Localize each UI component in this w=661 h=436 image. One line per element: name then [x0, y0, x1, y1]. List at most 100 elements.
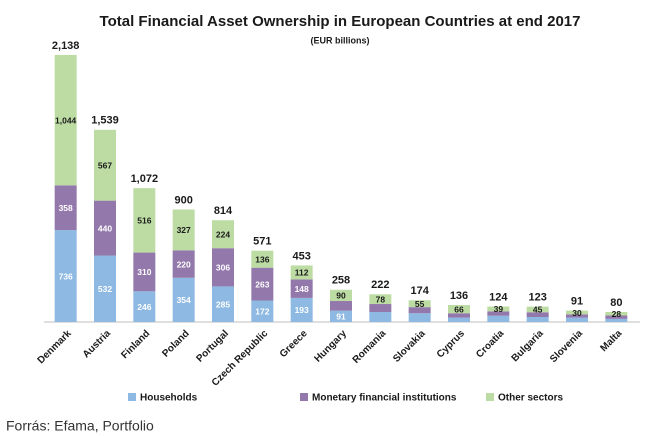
bar-segment — [408, 300, 431, 308]
data-label: 66 — [454, 304, 464, 314]
bar-segment — [487, 306, 510, 312]
bar-segment — [605, 315, 628, 319]
data-label: 327 — [177, 225, 191, 235]
legend-label: Other sectors — [498, 393, 563, 404]
bar-segment — [94, 255, 116, 322]
total-label: 571 — [253, 236, 271, 248]
bar-segment — [566, 317, 588, 322]
bar-segment — [290, 297, 313, 322]
data-label: 532 — [98, 284, 112, 294]
bar-segment — [172, 277, 195, 322]
x-tick-label: Hungary — [313, 328, 350, 365]
bar-segment — [251, 250, 274, 268]
data-label: 306 — [216, 263, 230, 273]
x-tick-label: Croatia — [474, 328, 506, 360]
bar-segment — [487, 311, 510, 316]
data-label: 358 — [59, 203, 73, 213]
total-label: 1,072 — [131, 173, 159, 185]
data-label: 440 — [98, 223, 112, 233]
bar-segment — [251, 300, 274, 322]
x-tick-label: Greece — [278, 328, 310, 360]
data-label: 193 — [295, 305, 309, 315]
bar-segment — [330, 289, 352, 302]
data-label: 45 — [533, 305, 543, 315]
data-label: 39 — [494, 304, 504, 314]
data-label: 78 — [376, 294, 386, 304]
legend-label: Monetary financial institutions — [312, 393, 457, 404]
bar-segment — [54, 230, 77, 322]
legend-swatch — [128, 393, 136, 401]
legend-swatch — [486, 393, 494, 401]
bar-segment — [448, 305, 470, 314]
total-label: 258 — [332, 275, 350, 287]
total-label: 222 — [371, 279, 389, 291]
x-tick-label: Romania — [351, 328, 389, 366]
bar-segment — [369, 294, 392, 305]
x-tick-label: Bulgaria — [510, 328, 546, 364]
total-label: 136 — [450, 290, 468, 302]
bar-segment — [448, 317, 470, 322]
bar-segment — [212, 248, 234, 287]
x-tick-label: Portugal — [195, 328, 232, 365]
bar-segment — [133, 188, 156, 253]
legend-swatch — [300, 393, 308, 401]
data-label: 310 — [137, 267, 151, 277]
bar-segment — [290, 265, 313, 280]
bar-segment — [172, 209, 195, 251]
bar-segment — [94, 129, 116, 201]
bar-segment — [290, 279, 313, 298]
chart-title: Total Financial Asset Ownership in Europ… — [100, 13, 581, 30]
bar-segment — [369, 312, 392, 322]
chart-subtitle: (EUR billions) — [311, 35, 370, 45]
data-label: 136 — [255, 254, 269, 264]
total-label: 900 — [174, 194, 192, 206]
x-tick-label: Austria — [81, 328, 113, 360]
x-tick-label: Slovakia — [391, 328, 428, 365]
data-label: 112 — [295, 268, 309, 278]
total-label: 453 — [292, 250, 310, 262]
data-label: 285 — [216, 299, 230, 309]
bar-segment — [408, 313, 431, 322]
total-label: 124 — [489, 291, 508, 303]
data-label: 567 — [98, 160, 112, 170]
bar-segment — [408, 307, 431, 314]
bar-segment — [251, 267, 274, 301]
x-tick-label: Poland — [160, 328, 191, 359]
bar-segment — [54, 185, 77, 231]
data-label: 220 — [177, 259, 191, 269]
bar-segment — [526, 317, 549, 322]
data-label: 246 — [137, 302, 151, 312]
total-label: 123 — [528, 292, 546, 304]
data-label: 1,044 — [55, 115, 77, 125]
bar-segment — [369, 304, 392, 313]
x-tick-label: Denmark — [36, 328, 74, 366]
legend-label: Households — [140, 393, 198, 404]
total-label: 80 — [610, 297, 622, 309]
source: Forrás: Efama, Portfolio — [6, 418, 154, 434]
bar-segment — [526, 306, 549, 313]
bar-segment — [94, 200, 116, 256]
bar-segment — [448, 313, 470, 318]
bar-segment — [172, 250, 195, 278]
data-label: 90 — [336, 291, 346, 301]
bar-segment — [605, 312, 628, 316]
bar-segment — [330, 301, 352, 311]
x-tick-label: Malta — [598, 328, 624, 354]
total-label: 2,138 — [52, 40, 80, 52]
bar-segment — [212, 286, 234, 322]
data-label: 736 — [59, 271, 73, 281]
bar-segment — [133, 252, 156, 292]
data-label: 28 — [612, 309, 622, 319]
total-label: 1,539 — [91, 115, 119, 127]
data-label: 354 — [177, 295, 191, 305]
bar-segment — [526, 312, 549, 318]
data-label: 263 — [255, 279, 269, 289]
data-label: 172 — [255, 307, 269, 317]
bar-segment — [54, 55, 77, 186]
data-label: 30 — [572, 308, 582, 318]
data-label: 224 — [216, 229, 230, 239]
bar-segment — [605, 318, 628, 322]
bar-segment — [487, 315, 510, 322]
total-label: 174 — [410, 285, 429, 297]
